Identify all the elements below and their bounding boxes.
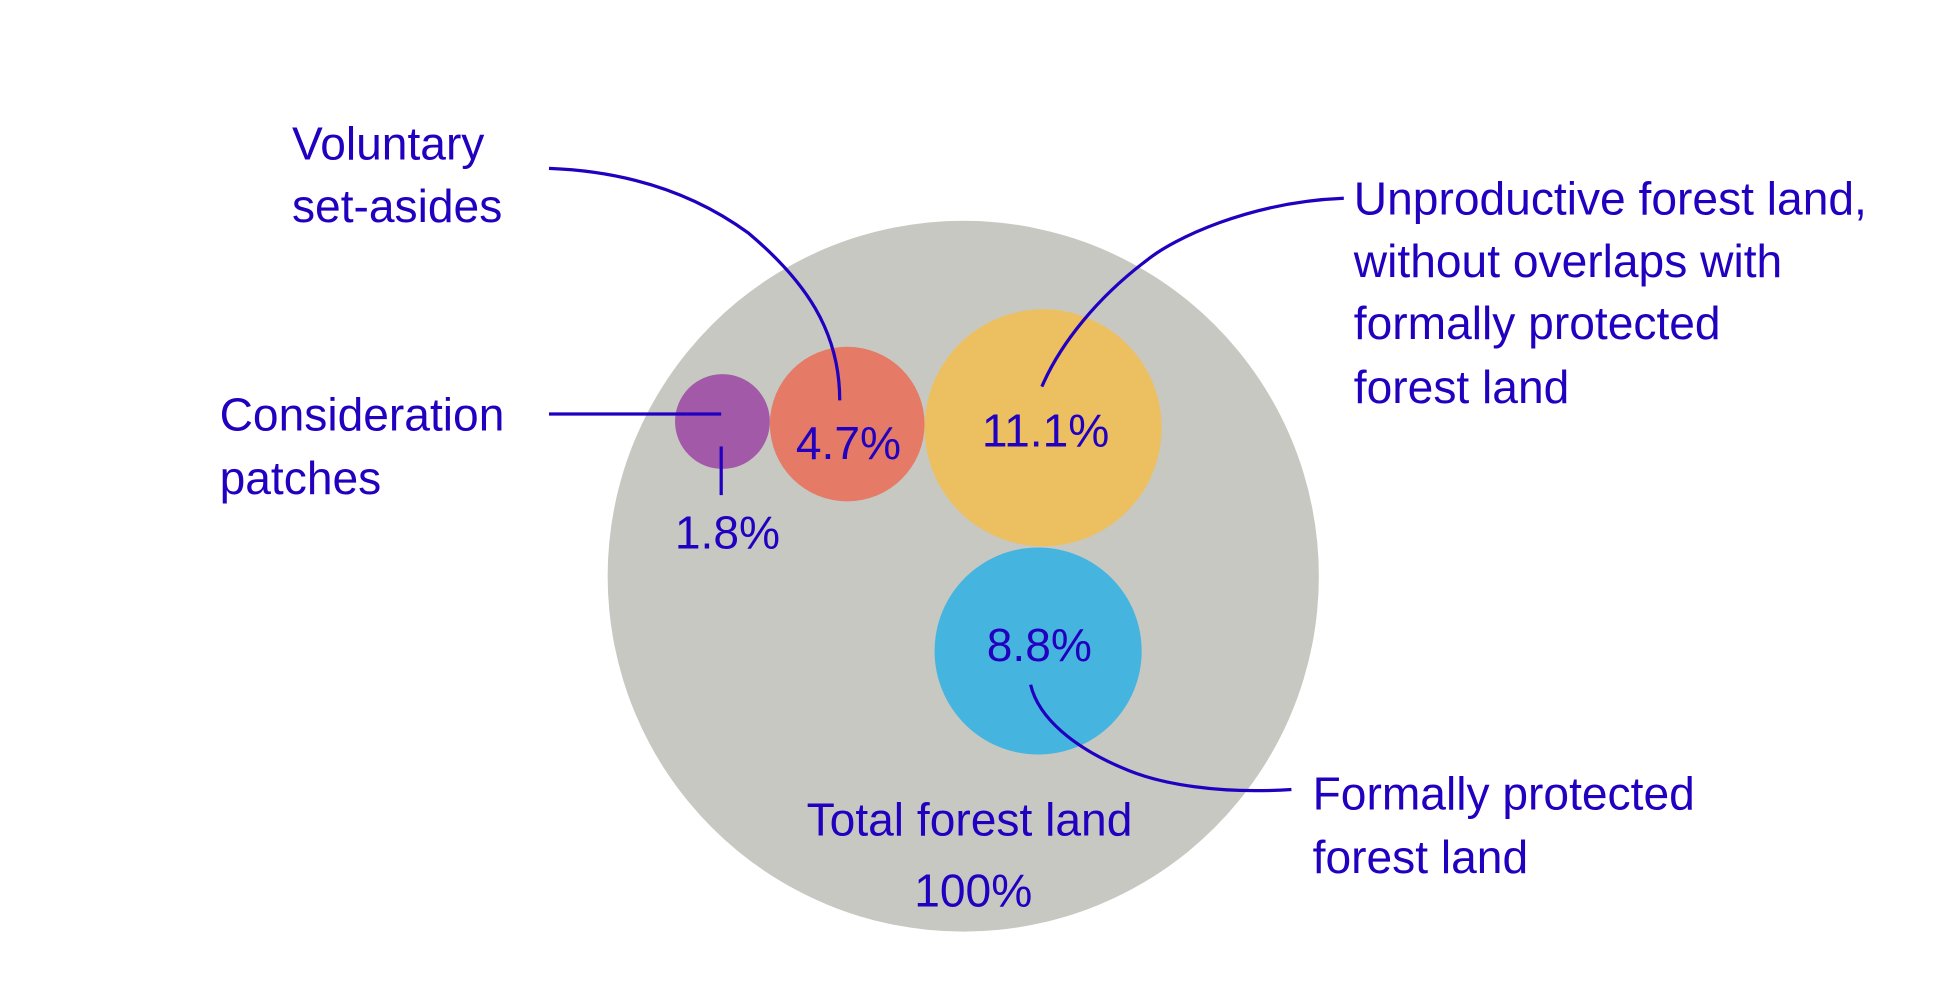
category-label-formally-protected: forest land [1313, 831, 1529, 883]
category-label-unproductive: formally protected [1354, 297, 1721, 349]
leader-line-voluntary [548, 166, 842, 401]
total-value-label: 100% [914, 865, 1032, 917]
category-label-voluntary: set-asides [292, 180, 502, 232]
total-label: Total forest land [807, 794, 1133, 846]
value-label-consideration: 1.8% [675, 507, 780, 559]
formally-protected-circle [934, 547, 1142, 755]
value-label-formally-protected: 8.8% [987, 619, 1092, 671]
value-label-voluntary: 4.7% [796, 417, 901, 469]
category-label-consideration: Consideration [220, 388, 505, 440]
leader-line-formally-protected [1029, 684, 1292, 793]
category-label-unproductive: Unproductive forest land, [1354, 173, 1867, 225]
category-label-formally-protected: Formally protected [1313, 767, 1695, 819]
category-label-voluntary: Voluntary [292, 118, 484, 170]
category-label-unproductive: forest land [1354, 361, 1570, 413]
voluntary-set-asides-circle [769, 346, 925, 502]
category-label-unproductive: without overlaps with [1353, 235, 1782, 287]
value-label-unproductive: 11.1% [982, 404, 1109, 456]
leader-line-unproductive [1040, 196, 1344, 388]
unproductive-forest-circle [924, 309, 1162, 547]
consideration-patches-circle [675, 374, 770, 469]
category-label-consideration: patches [220, 452, 382, 504]
